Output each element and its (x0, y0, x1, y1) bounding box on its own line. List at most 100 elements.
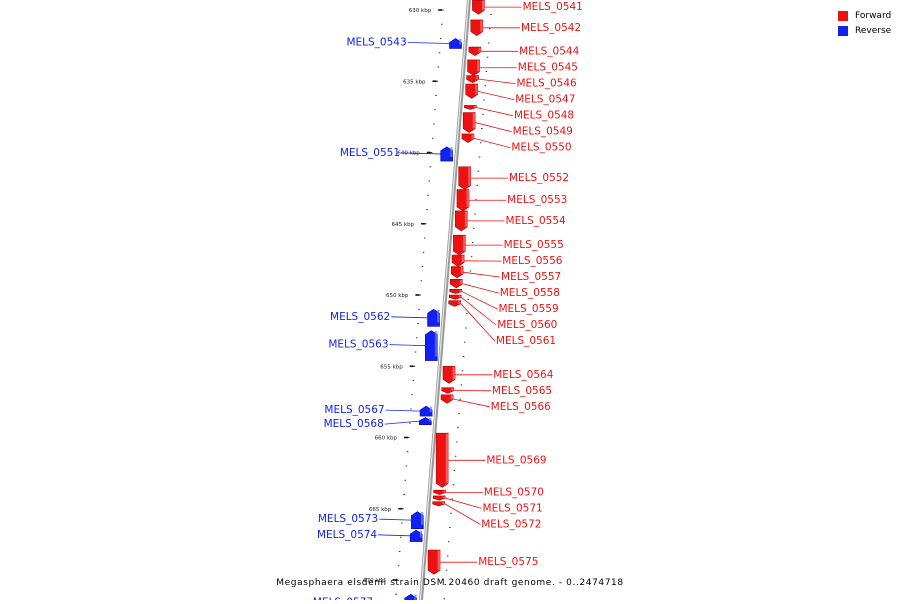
ruler-dot-right (471, 256, 473, 257)
gene-arrow-shade (430, 407, 433, 412)
genome-caption: Megasphaera elsdenii strain DSM 20460 dr… (0, 578, 900, 588)
gene-label-mels_0558[interactable]: MELS_0558 (500, 287, 560, 299)
gene-label-mels_0568[interactable]: MELS_0568 (324, 418, 384, 430)
gene-label-mels_0550[interactable]: MELS_0550 (511, 142, 571, 154)
gene-label-mels_0556[interactable]: MELS_0556 (502, 255, 562, 267)
gene-label-mels_0559[interactable]: MELS_0559 (498, 303, 558, 315)
ruler-dot-left (433, 124, 435, 125)
ruler-dot-right (443, 598, 445, 599)
gene-label-mels_0544[interactable]: MELS_0544 (519, 45, 579, 57)
gene-arrow-shade (459, 290, 462, 292)
ruler-dot-left (431, 152, 433, 153)
ruler-dot-right (485, 85, 487, 86)
gene-leader-line (463, 272, 500, 277)
gene-leader-line (408, 42, 450, 43)
gene-label-mels_0555[interactable]: MELS_0555 (504, 239, 564, 251)
ruler-dot-right (489, 28, 491, 29)
gene-label-mels_0571[interactable]: MELS_0571 (483, 502, 543, 514)
gene-labels: MELS_0541 MELS_0542 MELS_0543 MELS_0544 MELS… (313, 1, 583, 600)
ruler-dot-left (425, 223, 427, 224)
gene-leader-line (453, 399, 490, 407)
ruler-dot-right (483, 100, 485, 101)
gene-label-mels_0569[interactable]: MELS_0569 (486, 454, 546, 466)
ruler-dot-left (439, 52, 441, 53)
gene-leader-line (478, 91, 515, 99)
gene-label-mels_0574[interactable]: MELS_0574 (317, 529, 377, 541)
gene-label-mels_0575[interactable]: MELS_0575 (478, 556, 538, 568)
gene-leader-line (462, 291, 498, 309)
gene-leader-line (378, 535, 410, 536)
gene-label-mels_0567[interactable]: MELS_0567 (324, 404, 384, 416)
gene-arrow-shade (476, 76, 479, 79)
ruler-dot-right (456, 442, 458, 443)
gene-arrow-shade (465, 211, 468, 226)
gene-label-mels_0570[interactable]: MELS_0570 (484, 486, 544, 498)
ruler-dot-right (472, 242, 474, 243)
gene-leader-line (479, 79, 516, 84)
ruler-dot-left (432, 138, 434, 139)
ruler-dot-right (455, 456, 457, 457)
gene-arrow-shade (471, 134, 474, 138)
ruler-dot-right (465, 328, 467, 329)
gene-arrow-shade (429, 418, 432, 421)
gene-label-mels_0566[interactable]: MELS_0566 (491, 401, 551, 413)
ruler-dot-right (462, 370, 464, 371)
gene-label-mels_0549[interactable]: MELS_0549 (513, 126, 573, 138)
ruler-dot-right (473, 228, 475, 229)
gene-label-mels_0543[interactable]: MELS_0543 (346, 36, 406, 48)
gene-label-mels_0565[interactable]: MELS_0565 (492, 385, 552, 397)
gene-leader-line (385, 421, 420, 424)
ruler-dot-right (458, 413, 460, 414)
gene-label-mels_0547[interactable]: MELS_0547 (515, 94, 575, 106)
gene-label-mels_0554[interactable]: MELS_0554 (506, 215, 566, 227)
kbp-tick-mark (427, 152, 431, 154)
gene-leader-line (475, 123, 511, 132)
gene-arrow-shade (474, 106, 477, 108)
gene-label-mels_0551[interactable]: MELS_0551 (340, 147, 400, 159)
gene-label-mels_0564[interactable]: MELS_0564 (493, 369, 553, 381)
ruler-dot-left (407, 451, 409, 452)
gene-arrow-shade (458, 301, 461, 304)
kbp-tick-label: 650 kbp (386, 293, 409, 299)
strand-legend: Forward Reverse (838, 8, 891, 38)
gene-label-mels_0548[interactable]: MELS_0548 (514, 110, 574, 122)
gene-arrow-shade (480, 20, 483, 31)
gene-arrow-shade (463, 236, 466, 251)
kbp-tick-label: 665 kbp (369, 507, 392, 513)
kbp-tick-mark (421, 223, 425, 225)
gene-label-mels_0572[interactable]: MELS_0572 (481, 518, 541, 530)
gene-label-mels_0562[interactable]: MELS_0562 (330, 311, 390, 323)
gene-label-mels_0561[interactable]: MELS_0561 (496, 335, 556, 347)
gene-label-mels_0563[interactable]: MELS_0563 (328, 339, 388, 351)
ruler-dot-left (424, 238, 426, 239)
gene-label-mels_0541[interactable]: MELS_0541 (523, 1, 583, 13)
ruler-dot-left (430, 166, 432, 167)
ruler-dot-left (405, 480, 407, 481)
ruler-dot-left (400, 537, 402, 538)
gene-arrow-shade (437, 310, 440, 323)
gene-label-mels_0573[interactable]: MELS_0573 (318, 513, 378, 525)
ruler-dot-right (448, 541, 450, 542)
gene-label-mels_0553[interactable]: MELS_0553 (507, 194, 567, 206)
gene-arrow-shade (438, 551, 441, 571)
gene-label-mels_0557[interactable]: MELS_0557 (501, 271, 561, 283)
ruler-dot-left (411, 394, 413, 395)
gene-label-mels_0545[interactable]: MELS_0545 (518, 62, 578, 74)
ruler-dot-right (487, 57, 489, 58)
gene-arrow-shade (420, 531, 423, 538)
ruler-dot-right (467, 299, 469, 300)
ruler-dot-right (477, 185, 479, 186)
ruler-dot-right (481, 128, 483, 129)
gene-arrow-shade (451, 395, 454, 399)
ruler-dot-right (459, 399, 461, 400)
gene-label-mels_0542[interactable]: MELS_0542 (521, 22, 581, 34)
gene-label-mels_0560[interactable]: MELS_0560 (497, 319, 557, 331)
gene-label-mels_0546[interactable]: MELS_0546 (517, 78, 577, 90)
gene-arrow-shade (443, 491, 446, 493)
gene-label-mels_0552[interactable]: MELS_0552 (509, 172, 569, 184)
gene-label-mels_0577[interactable]: MELS_0577 (313, 597, 373, 600)
gene-leader-line (476, 107, 513, 115)
ruler-dot-left (414, 366, 416, 367)
